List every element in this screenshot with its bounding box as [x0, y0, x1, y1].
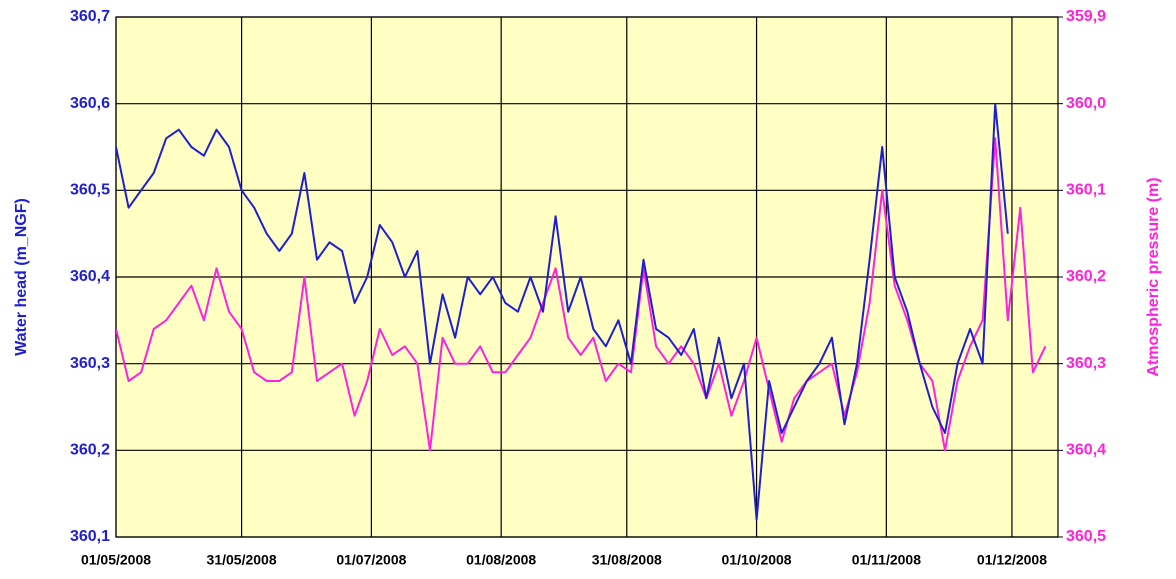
x-tick-label: 31/08/2008: [592, 552, 662, 568]
y2-tick-label: 360,2: [1066, 268, 1106, 285]
y-tick-label: 360,4: [70, 268, 110, 285]
x-tick-label: 01/11/2008: [852, 552, 922, 568]
y-tick-label: 360,1: [70, 528, 110, 545]
y2-axis-title: Atmospheric pressure (m): [1145, 177, 1162, 376]
y2-tick-label: 359,9: [1066, 8, 1106, 25]
x-tick-label: 01/07/2008: [336, 552, 406, 568]
x-tick-label: 01/05/2008: [81, 552, 151, 568]
data-line: [116, 137, 1047, 452]
y-axis-title: Water head (m_NGF): [13, 198, 30, 356]
x-tick-label: 01/10/2008: [722, 552, 792, 568]
y2-tick-label: 360,1: [1066, 182, 1106, 199]
y-tick-label: 360,6: [70, 95, 110, 112]
y-tick-label: 360,5: [70, 182, 110, 199]
x-tick-label: 01/08/2008: [466, 552, 536, 568]
x-tick-label: 01/12/2008: [977, 552, 1047, 568]
y-tick-label: 360,7: [70, 8, 110, 25]
y2-tick-label: 360,3: [1066, 355, 1106, 372]
y2-tick-label: 360,4: [1066, 442, 1106, 459]
y-tick-label: 360,3: [70, 355, 110, 372]
data-line: [116, 102, 1009, 521]
y2-tick-label: 360,0: [1066, 95, 1106, 112]
y-tick-label: 360,2: [70, 442, 110, 459]
y2-tick-label: 360,5: [1066, 528, 1106, 545]
x-tick-label: 31/05/2008: [207, 552, 277, 568]
